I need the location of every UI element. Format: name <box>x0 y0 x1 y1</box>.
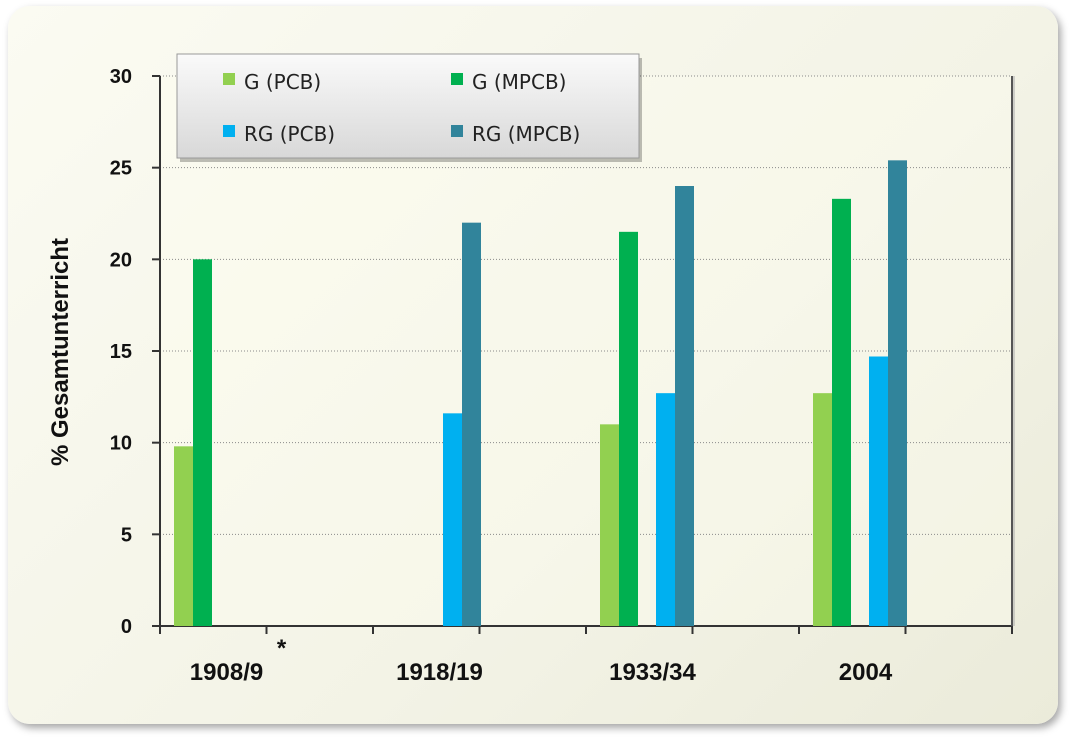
bar-g-pcb <box>813 393 832 626</box>
y-tick-label: 30 <box>110 66 132 88</box>
y-tick-label: 20 <box>110 249 132 271</box>
y-tick-label: 25 <box>110 158 132 180</box>
bar-rg-mpcb <box>888 160 907 627</box>
legend: G (PCB) G (MPCB) RG (PCB) RG (MPCB) <box>176 53 642 162</box>
bar-rg-mpcb <box>462 222 481 626</box>
bar-g-pcb <box>174 446 193 626</box>
legend-swatch <box>223 125 235 137</box>
bar-rg-pcb <box>869 356 888 626</box>
x-category-label: 1933/34 <box>609 659 696 686</box>
bar-g-mpcb <box>619 231 638 627</box>
bar-rg-mpcb <box>675 186 694 626</box>
y-tick-label: 5 <box>121 524 132 546</box>
bars <box>174 160 907 627</box>
legend-label: RG (PCB) <box>244 122 335 146</box>
bar-g-mpcb <box>193 259 212 626</box>
x-category-label: 1918/19 <box>396 659 483 686</box>
category-note-marker: * <box>277 635 287 662</box>
legend-label: RG (MPCB) <box>472 122 580 146</box>
y-tick-label: 15 <box>110 341 132 363</box>
legend-label: G (PCB) <box>244 70 321 94</box>
legend-label: G (MPCB) <box>472 70 566 94</box>
bar-rg-pcb <box>656 393 675 626</box>
bar-rg-pcb <box>443 413 462 626</box>
x-category-label: 1908/9 <box>190 659 263 686</box>
x-category-label: 2004 <box>839 659 893 686</box>
bar-g-mpcb <box>832 198 851 627</box>
y-tick-label: 10 <box>110 433 132 455</box>
legend-swatch <box>451 73 463 85</box>
bar-g-pcb <box>600 424 619 626</box>
legend-swatch <box>451 125 463 137</box>
y-tick-label: 0 <box>121 616 132 638</box>
legend-box <box>176 53 640 159</box>
legend-swatch <box>223 73 235 85</box>
tick-labels: 0 5 10 15 20 25 30 1908/9 1918/19 1933/34 2004 * <box>110 66 893 686</box>
y-axis-title: % Gesamtunterricht <box>47 238 74 466</box>
